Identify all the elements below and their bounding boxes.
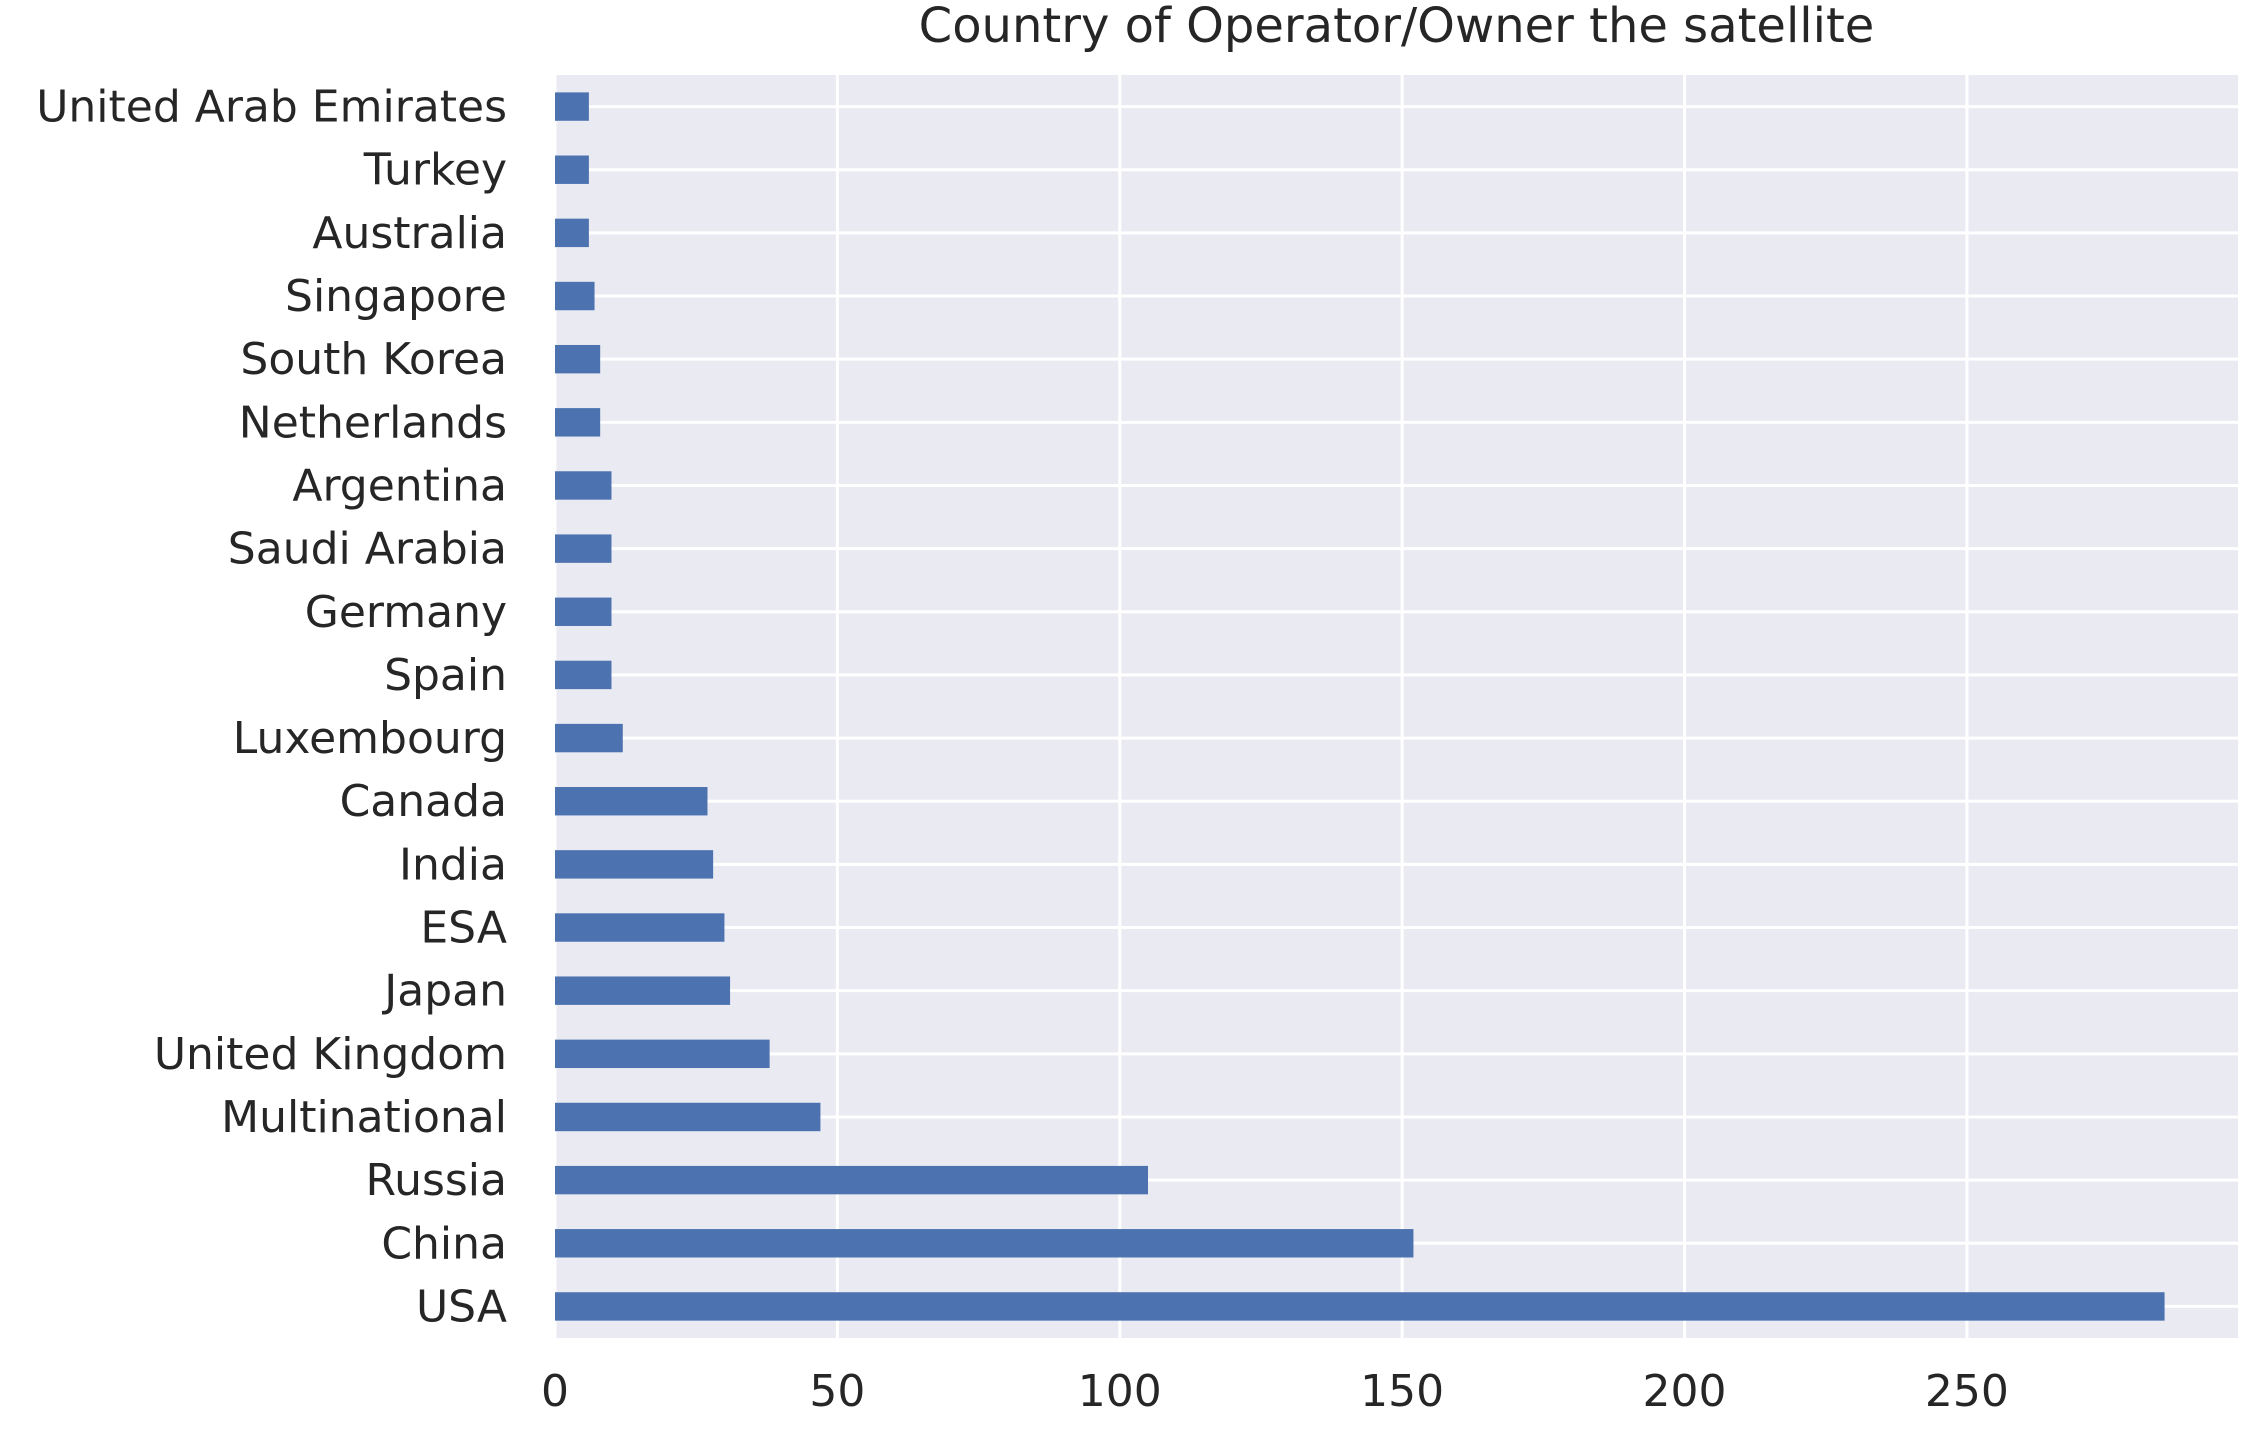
bar-esa <box>555 913 725 942</box>
bar-russia <box>555 1165 1149 1195</box>
bar-saudi-arabia <box>555 534 612 563</box>
bar-turkey <box>555 155 589 184</box>
y-tick-label: Canada <box>340 776 507 827</box>
x-tick-label: 250 <box>1925 1366 2009 1417</box>
bar-spain <box>555 660 612 690</box>
y-tick-label: India <box>399 839 507 890</box>
bar-south-korea <box>555 344 601 374</box>
y-tick-label: Japan <box>381 966 507 1017</box>
bar-india <box>555 850 714 879</box>
y-tick-label: Luxembourg <box>233 713 507 764</box>
y-tick-label: Germany <box>305 587 507 638</box>
x-tick-label: 50 <box>809 1366 865 1417</box>
y-tick-label: United Arab Emirates <box>36 82 507 133</box>
bar-united-kingdom <box>555 1039 770 1069</box>
grid-lines <box>553 75 2238 1338</box>
bars <box>555 92 2165 1321</box>
bar-china <box>555 1229 1414 1258</box>
chart-title: Country of Operator/Owner the satellite <box>919 0 1875 54</box>
bar-singapore <box>555 281 595 311</box>
y-tick-label: Saudi Arabia <box>228 524 507 575</box>
y-tick-label: Singapore <box>285 271 507 322</box>
y-tick-label: South Korea <box>240 334 507 385</box>
bar-multinational <box>555 1102 821 1132</box>
y-tick-label: Multinational <box>221 1092 507 1143</box>
y-tick-label: Spain <box>384 650 507 701</box>
bar-netherlands <box>555 408 601 437</box>
bar-germany <box>555 597 612 626</box>
bar-united-arab-emirates <box>555 92 589 121</box>
x-tick-label: 0 <box>541 1366 569 1417</box>
plot-area <box>555 75 2238 1338</box>
bar-japan <box>555 976 731 1005</box>
y-tick-label: Netherlands <box>239 397 507 448</box>
bar-usa <box>555 1292 2165 1321</box>
y-tick-label: China <box>381 1218 507 1269</box>
y-tick-labels: USA China Russia Multinational United Kingdo… <box>36 82 507 1333</box>
x-tick-label: 150 <box>1360 1366 1444 1417</box>
bar-luxembourg <box>555 723 623 753</box>
y-tick-label: Russia <box>365 1155 507 1206</box>
x-tick-label: 100 <box>1078 1366 1162 1417</box>
y-tick-label: ESA <box>420 903 507 954</box>
bar-canada <box>555 787 708 816</box>
y-tick-label: Argentina <box>292 460 507 511</box>
x-tick-labels: 0 50 100 150 200 250 <box>541 1366 2009 1417</box>
x-tick-label: 200 <box>1643 1366 1727 1417</box>
y-tick-label: Australia <box>312 208 507 259</box>
bar-australia <box>555 218 589 248</box>
bar-argentina <box>555 471 612 500</box>
y-tick-label: USA <box>416 1281 507 1332</box>
y-tick-label: Turkey <box>363 145 507 196</box>
y-tick-label: United Kingdom <box>154 1029 507 1080</box>
